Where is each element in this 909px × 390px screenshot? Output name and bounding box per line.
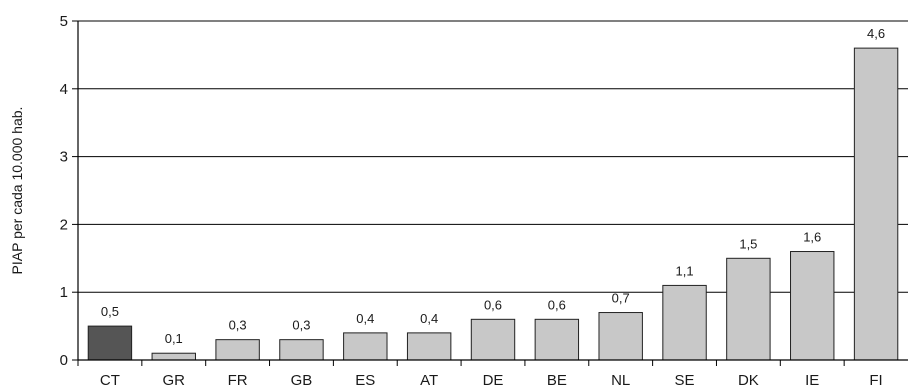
x-tick-label: IE — [805, 372, 819, 389]
x-tick-label: CT — [100, 372, 120, 389]
y-axis-label: PIAP per cada 10.000 hab. — [9, 107, 25, 275]
data-label: 0,4 — [420, 311, 438, 326]
bar-be — [534, 318, 580, 361]
y-tick-label: 4 — [60, 81, 68, 98]
data-label: 1,6 — [803, 230, 821, 245]
x-tick-label: BE — [547, 372, 567, 389]
data-label: 0,4 — [356, 311, 374, 326]
y-tick-labels: 0 1 2 3 4 5 — [60, 13, 68, 369]
data-label: 0,6 — [548, 297, 566, 312]
y-tick-label: 5 — [60, 13, 68, 30]
data-label: 1,5 — [739, 236, 757, 251]
data-label: 0,7 — [612, 291, 630, 306]
bar-es — [343, 332, 388, 361]
y-tick-label: 2 — [60, 216, 68, 233]
gridlines — [78, 20, 908, 293]
data-label: 0,3 — [229, 318, 247, 333]
data-label: 0,1 — [165, 331, 183, 346]
bar-fi — [853, 47, 899, 361]
data-label: 4,6 — [867, 26, 885, 41]
bar-at — [406, 332, 452, 361]
bars — [87, 47, 899, 361]
x-tick-label: GR — [163, 372, 186, 389]
x-tick-label: DE — [483, 372, 504, 389]
data-label: 0,6 — [484, 297, 502, 312]
axes — [72, 20, 908, 366]
data-label: 1,1 — [675, 263, 693, 278]
x-tick-labels: CT GR FR GB ES AT DE BE NL SE DK IE FI — [100, 372, 883, 389]
bar-gr — [151, 352, 196, 361]
bar-ct — [87, 325, 133, 361]
x-tick-label: AT — [420, 372, 438, 389]
bar-dk — [726, 257, 771, 361]
data-labels: 0,5 0,1 0,3 0,3 0,4 0,4 0,6 0,6 0,7 1,1 1,5 1,6 4,6 — [101, 26, 885, 346]
data-label: 0,5 — [101, 304, 119, 319]
y-tick-label: 3 — [60, 149, 68, 166]
bar-se — [662, 284, 707, 361]
bar-gb — [279, 339, 324, 361]
bar-fr — [215, 339, 260, 361]
x-tick-label: FR — [228, 372, 248, 389]
x-tick-label: DK — [738, 372, 759, 389]
x-tick-label: NL — [611, 372, 630, 389]
y-tick-label: 0 — [60, 352, 68, 369]
x-tick-label: FI — [869, 372, 882, 389]
y-tick-label: 1 — [60, 284, 68, 301]
bar-ie — [790, 251, 835, 361]
x-tick-label: GB — [291, 372, 313, 389]
bar-de — [470, 318, 516, 361]
x-tick-label: SE — [675, 372, 695, 389]
data-label: 0,3 — [292, 318, 310, 333]
bar-nl — [598, 312, 643, 361]
x-tick-label: ES — [355, 372, 375, 389]
